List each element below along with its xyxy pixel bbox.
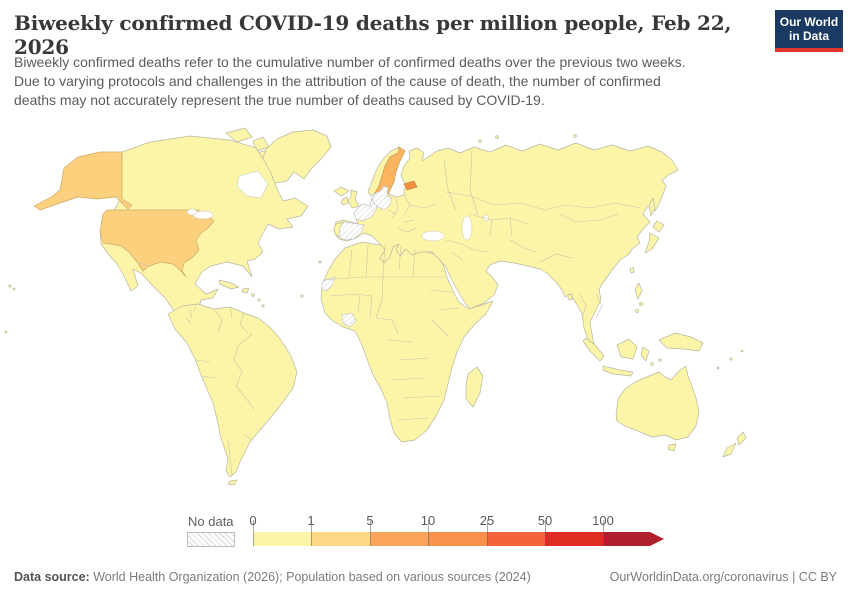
tierra-del-fuego[interactable] [227,479,238,486]
footer-link[interactable]: OurWorldinData.org/coronavirus | CC BY [609,570,837,584]
country-borders [136,149,641,477]
tasmania[interactable] [667,443,677,452]
caribbean-islands[interactable] [218,279,265,308]
page-title: Biweekly confirmed COVID-19 deaths per m… [14,11,732,59]
country-western-sahara-nodata[interactable] [320,276,336,292]
country-spain-nodata[interactable] [338,221,365,241]
data-source-label: Data source: [14,570,90,584]
subtitle-line-1: Biweekly confirmed deaths refer to the c… [14,54,686,70]
data-source-text: World Health Organization (2026); Popula… [89,570,531,584]
country-estonia[interactable] [403,180,418,191]
small-islands [4,134,744,370]
hudson-bay [236,170,269,199]
country-iceland[interactable] [333,186,350,197]
country-australia[interactable] [615,365,700,441]
country-germany-benelux-denmark-nodata[interactable] [371,185,393,211]
country-france-nodata[interactable] [353,198,379,222]
map-layer[interactable] [4,127,747,486]
country-united-states-alaska[interactable] [33,151,133,211]
country-greenland[interactable] [260,129,332,184]
country-new-zealand-south[interactable] [722,442,737,458]
owid-logo[interactable]: Our World in Data [775,10,843,52]
country-cote-divoire-nodata[interactable] [341,312,357,328]
aral-sea [483,214,489,222]
country-ireland[interactable] [340,196,349,206]
landmass-eurasia[interactable] [333,142,679,345]
country-united-kingdom[interactable] [347,189,360,209]
asia-islands[interactable] [567,197,704,377]
country-new-zealand-north[interactable] [736,431,747,446]
chart-footer: Data source: World Health Organization (… [14,570,837,584]
great-lakes-2 [186,208,198,216]
subtitle-line-2: Due to varying protocols and challenges … [14,73,661,89]
black-sea [421,230,445,242]
country-madagascar[interactable] [465,366,484,408]
caspian-sea [461,215,473,241]
landmass-south-america[interactable] [167,303,298,478]
owid-logo-box: Our World in Data [775,10,843,48]
data-source-note: Data source: World Health Organization (… [14,570,531,584]
no-data-swatch[interactable] [187,532,235,547]
subtitle-line-3: deaths may not accurately represent the … [14,92,545,108]
owid-logo-accent-bar [775,48,843,52]
chart-subtitle: Biweekly confirmed deaths refer to the c… [14,53,686,110]
